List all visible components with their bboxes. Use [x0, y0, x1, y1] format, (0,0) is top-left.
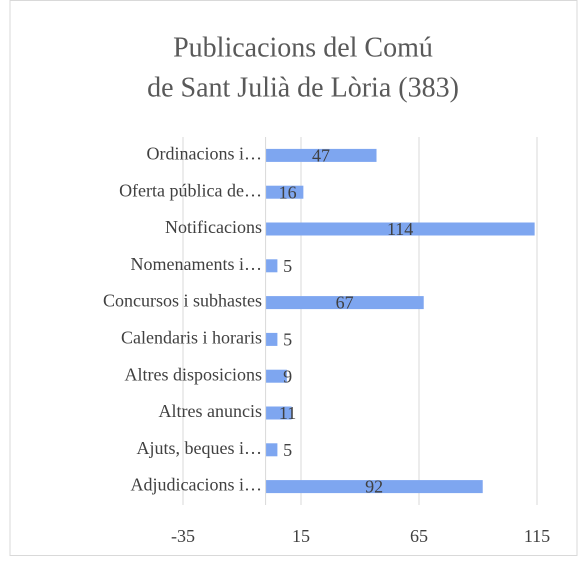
bar [265, 296, 424, 310]
data-label: 5 [283, 256, 292, 276]
data-label: 92 [365, 477, 383, 497]
chart-border [9, 0, 578, 556]
bar [265, 148, 377, 162]
y-tick-label: Altres anuncis [159, 401, 262, 421]
data-label: 47 [312, 146, 330, 166]
bar [265, 443, 278, 457]
data-label: 5 [283, 330, 292, 350]
data-label: 114 [387, 219, 413, 239]
data-label: 11 [279, 403, 296, 423]
bar [265, 480, 483, 494]
bar [265, 332, 278, 346]
y-tick-label: Oferta pública de… [119, 180, 262, 200]
x-tick-label: -35 [171, 526, 195, 546]
y-tick-label: Notificacions [165, 217, 262, 237]
bar [265, 369, 287, 383]
data-label: 16 [279, 182, 297, 202]
y-tick-label: Calendaris i horaris [121, 328, 262, 348]
y-tick-label: Ajuts, beques i… [137, 438, 263, 458]
x-tick-label: 65 [410, 526, 428, 546]
chart-title: Publicacions del Comú [173, 32, 433, 63]
bar [265, 259, 278, 273]
x-tick-label: 15 [292, 526, 310, 546]
bar [265, 406, 292, 420]
chart-title: de Sant Julià de Lòria (383) [147, 72, 459, 103]
y-tick-label: Altres disposicions [125, 364, 263, 384]
data-label: 9 [283, 366, 292, 386]
x-tick-label: 115 [524, 526, 550, 546]
y-tick-label: Concursos i subhastes [103, 291, 262, 311]
y-tick-label: Ordinacions i… [147, 144, 262, 164]
data-label: 67 [336, 293, 354, 313]
data-label: 5 [283, 440, 292, 460]
bar [265, 222, 535, 236]
y-tick-label: Nomenaments i… [131, 254, 262, 274]
bar [265, 185, 304, 199]
y-tick-label: Adjudicacions i… [131, 475, 262, 495]
